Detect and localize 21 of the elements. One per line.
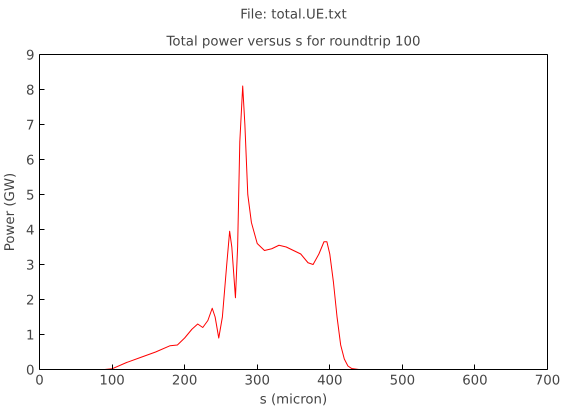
y-tick-label: 1 — [26, 328, 35, 344]
x-tick-label: 600 — [462, 374, 488, 388]
x-tick-label: 500 — [390, 374, 416, 388]
y-tick-label: 3 — [26, 258, 35, 274]
chart-subtitle: Total power versus s for roundtrip 100 — [166, 34, 420, 50]
x-tick-label: 700 — [534, 374, 560, 388]
y-tick-label: 0 — [26, 364, 35, 378]
x-axis-title: s (micron) — [260, 392, 328, 408]
y-tick-label: 5 — [26, 188, 35, 204]
y-tick-label: 8 — [26, 84, 35, 98]
x-tick-label: 200 — [172, 374, 198, 388]
x-tick-label: 400 — [317, 374, 343, 388]
y-tick-label: 9 — [26, 48, 35, 64]
y-tick-label: 6 — [26, 154, 35, 168]
chart-title: File: total.UE.txt — [240, 8, 347, 22]
y-tick-label: 4 — [26, 224, 35, 238]
x-tick-label: 100 — [99, 374, 125, 388]
y-axis-title: Power (GW) — [3, 172, 18, 252]
y-tick-label: 2 — [26, 294, 35, 308]
x-tick-label: 300 — [244, 374, 270, 388]
y-tick-label: 7 — [26, 118, 35, 134]
